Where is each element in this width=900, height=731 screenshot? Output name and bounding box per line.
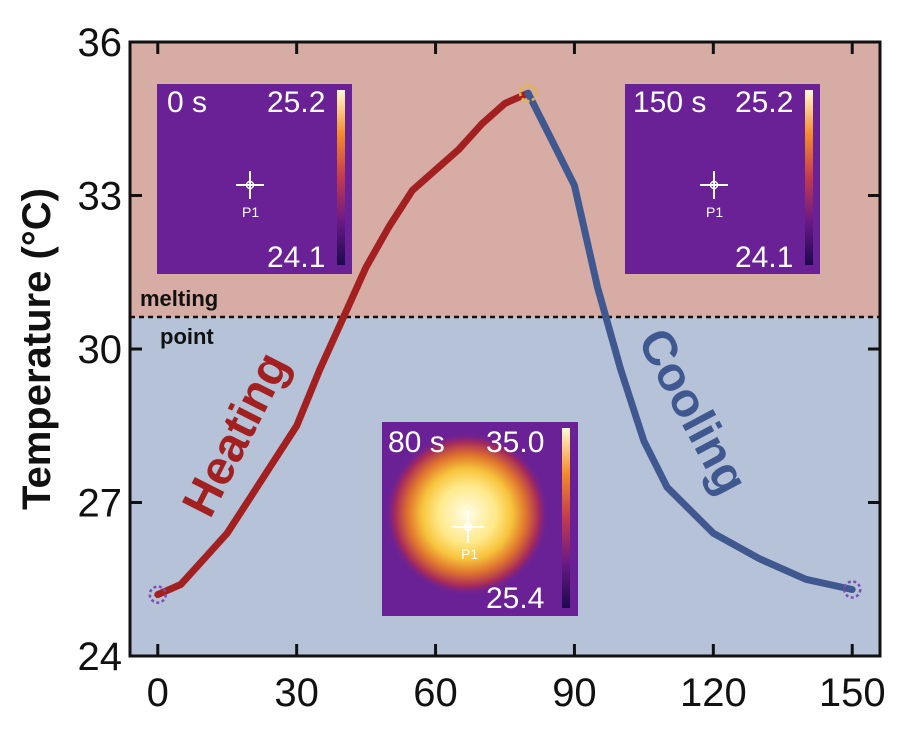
inset-point-label: P1 (242, 204, 259, 220)
x-tick-label: 120 (680, 671, 747, 715)
y-tick-label: 30 (78, 328, 123, 372)
inset-min-label: 24.1 (735, 241, 793, 274)
y-tick-label: 27 (78, 482, 123, 526)
inset-colorbar (805, 90, 813, 265)
y-axis-title: Temperature (°C) (15, 188, 59, 510)
inset-time-label: 0 s (167, 86, 207, 119)
crosshair-icon (452, 511, 484, 543)
data-marker-2 (842, 580, 862, 599)
thermal-inset-150s: 150 s 25.2 24.1 P1 (625, 84, 820, 274)
crosshair-icon (236, 171, 264, 199)
thermal-inset-80s: 80 s 35.0 25.4 P1 (382, 422, 578, 616)
cooling-line (524, 89, 856, 593)
inset-point-label: P1 (461, 546, 478, 562)
y-tick-label: 24 (78, 635, 123, 679)
inset-max-label: 25.2 (267, 86, 325, 119)
x-tick-label: 0 (147, 671, 169, 715)
inset-max-label: 25.2 (735, 86, 793, 119)
inset-colorbar (337, 90, 345, 265)
x-tick-label: 60 (413, 671, 458, 715)
heating-line (154, 89, 532, 599)
point-label: point (160, 324, 214, 349)
y-tick-label: 36 (78, 21, 123, 65)
inset-max-label: 35.0 (486, 426, 544, 459)
x-tick-label: 90 (552, 671, 597, 715)
x-tick-label: 30 (274, 671, 319, 715)
thermal-inset-0s: 0 s 25.2 24.1 P1 (157, 84, 352, 274)
inset-min-label: 24.1 (267, 241, 325, 274)
x-tick-label: 150 (819, 671, 886, 715)
data-marker-1 (518, 83, 538, 103)
inset-point-label: P1 (706, 204, 723, 220)
inset-image (157, 84, 352, 274)
crosshair-icon (700, 171, 728, 199)
inset-time-label: 80 s (388, 426, 445, 459)
inset-image (625, 84, 820, 274)
inset-colorbar (562, 428, 570, 608)
y-tick-label: 33 (78, 175, 123, 219)
melting-label: melting (140, 286, 218, 311)
inset-time-label: 150 s (633, 86, 706, 119)
inset-min-label: 25.4 (486, 582, 544, 615)
data-marker-0 (148, 585, 168, 604)
